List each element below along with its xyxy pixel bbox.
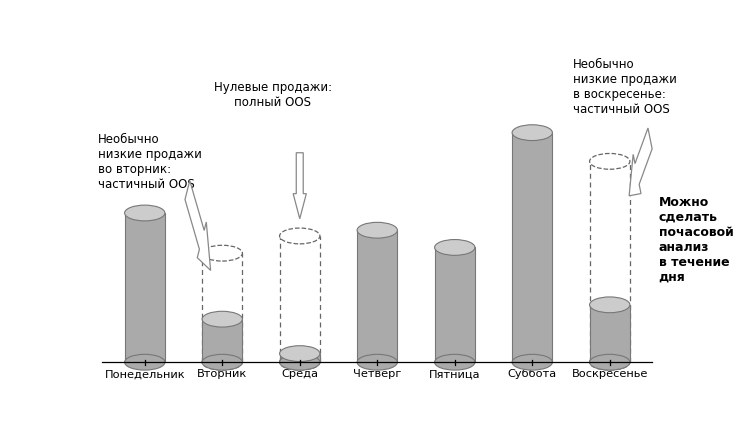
Ellipse shape bbox=[279, 354, 320, 370]
Ellipse shape bbox=[202, 354, 242, 370]
Polygon shape bbox=[629, 128, 652, 196]
Text: Суббота: Суббота bbox=[507, 369, 557, 379]
Text: Необычно
низкие продажи
в воскресенье:
частичный OOS: Необычно низкие продажи в воскресенье: ч… bbox=[572, 58, 676, 116]
Text: Понедельник: Понедельник bbox=[104, 369, 185, 379]
Bar bbox=[590, 161, 630, 362]
Ellipse shape bbox=[202, 245, 242, 261]
Bar bbox=[590, 305, 630, 362]
Ellipse shape bbox=[590, 297, 630, 313]
Text: Можно
сделать
почасовой
анализ
в течение
дня: Можно сделать почасовой анализ в течение… bbox=[658, 196, 733, 284]
Ellipse shape bbox=[512, 354, 553, 370]
Ellipse shape bbox=[435, 239, 475, 255]
Bar bbox=[435, 248, 475, 362]
Ellipse shape bbox=[512, 125, 553, 140]
Ellipse shape bbox=[435, 354, 475, 370]
Ellipse shape bbox=[125, 354, 165, 370]
Bar bbox=[357, 230, 397, 362]
Ellipse shape bbox=[125, 205, 165, 221]
Bar bbox=[512, 133, 553, 362]
Bar bbox=[202, 319, 242, 362]
Text: Среда: Среда bbox=[282, 369, 319, 379]
Text: Воскресенье: Воскресенье bbox=[572, 369, 648, 379]
Bar bbox=[279, 354, 320, 362]
Text: Четверг: Четверг bbox=[353, 369, 402, 379]
Polygon shape bbox=[185, 181, 211, 270]
Polygon shape bbox=[293, 153, 307, 219]
Ellipse shape bbox=[202, 311, 242, 327]
Ellipse shape bbox=[279, 346, 320, 361]
Bar bbox=[125, 213, 165, 362]
Ellipse shape bbox=[590, 354, 630, 370]
Text: Необычно
низкие продажи
во вторник:
частичный OOS: Необычно низкие продажи во вторник: част… bbox=[98, 133, 202, 191]
Ellipse shape bbox=[279, 354, 320, 370]
Text: Пятница: Пятница bbox=[429, 369, 480, 379]
Ellipse shape bbox=[590, 354, 630, 370]
Ellipse shape bbox=[357, 222, 397, 238]
Ellipse shape bbox=[279, 228, 320, 244]
Text: Вторник: Вторник bbox=[197, 369, 248, 379]
Bar bbox=[202, 253, 242, 362]
Ellipse shape bbox=[202, 354, 242, 370]
Text: Нулевые продажи:
полный OOS: Нулевые продажи: полный OOS bbox=[214, 81, 331, 109]
Bar bbox=[279, 236, 320, 362]
Ellipse shape bbox=[590, 153, 630, 169]
Ellipse shape bbox=[357, 354, 397, 370]
